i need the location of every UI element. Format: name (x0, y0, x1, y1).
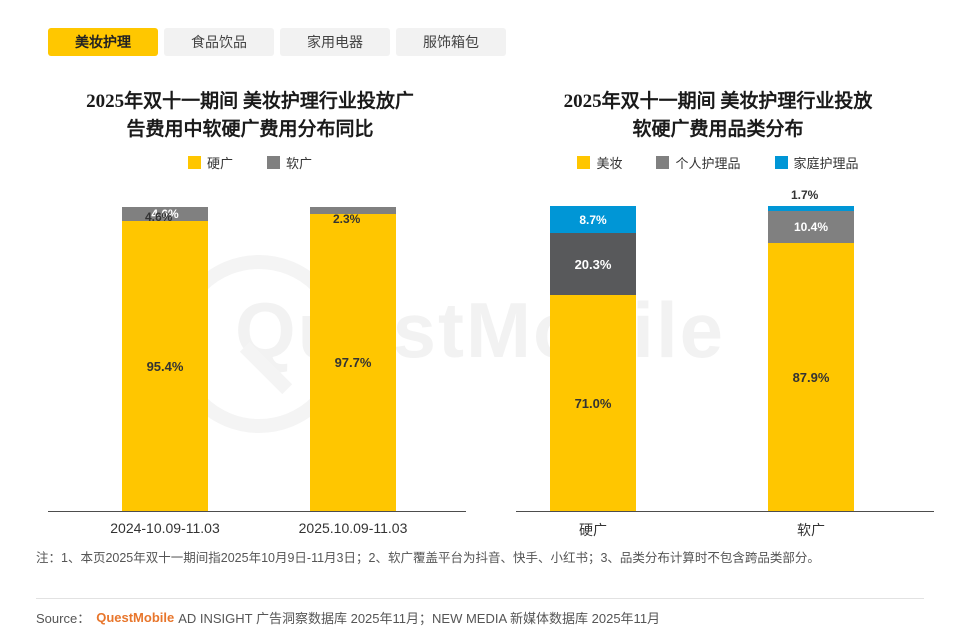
legend-item-personal-care: 个人护理品 (656, 153, 741, 172)
bar-segment-soft-ad: 4.6% (122, 207, 208, 222)
bar-column-soft-ad[interactable]: 10.4% 87.9% (768, 206, 854, 512)
chart-panel-right: 2025年双十一期间 美妆护理行业投放 软硬广费用品类分布 美妆 个人护理品 家… (488, 88, 948, 538)
bar-segment-beauty: 87.9% (768, 243, 854, 512)
bar-segment-beauty: 71.0% (550, 295, 636, 512)
legend-label: 软广 (286, 156, 313, 172)
legend-label: 美妆 (596, 156, 623, 172)
chart-right-title: 2025年双十一期间 美妆护理行业投放 软硬广费用品类分布 (488, 88, 948, 143)
x-axis-labels: 硬广 软广 (516, 520, 934, 540)
legend-label: 个人护理品 (675, 156, 741, 172)
x-axis (516, 511, 934, 513)
legend-swatch-icon (267, 156, 280, 170)
chart-panel-left: 2025年双十一期间 美妆护理行业投放广 告费用中软硬广费用分布同比 硬广 软广… (20, 88, 480, 536)
category-tabs[interactable]: 美妆护理 食品饮品 家用电器 服饰箱包 (48, 28, 506, 56)
x-label-2025: 2025.10.09-11.03 (298, 520, 408, 537)
bar-segment-home-care: 8.7% (550, 206, 636, 234)
legend-item-soft-ad: 软广 (267, 153, 312, 172)
bar-label-home-care-soft-ad: 1.7% (791, 188, 819, 203)
legend-label: 家庭护理品 (793, 156, 859, 172)
bar-segment-personal-care: 10.4% (768, 211, 854, 244)
x-label-2024: 2024-10.09-11.03 (110, 520, 220, 537)
bar-segment-soft-ad (310, 207, 396, 215)
legend-label: 硬广 (206, 156, 233, 172)
bar-label-soft-ad-2025: 2.3% (333, 212, 361, 227)
chart-left-plot: 4.6% 95.4% 97.7% 4.6% 2.3% 2024-10.09-11… (20, 182, 480, 536)
bar-segment-home-care (768, 206, 854, 212)
chart-right-plot: 8.7% 20.3% 71.0% 10.4% 87.9% 1.7% 硬广 软广 (488, 182, 948, 538)
tab-food-beverage[interactable]: 食品饮品 (164, 28, 274, 56)
source-label: Source： (36, 611, 91, 626)
legend-swatch-icon (656, 156, 670, 170)
bar-column-2025[interactable]: 97.7% (310, 207, 396, 512)
footnote: 注：1、本页2025年双十一期间指2025年10月9日-11月3日；2、软广覆盖… (36, 551, 820, 565)
legend-item-beauty: 美妆 (577, 153, 622, 172)
x-label-soft-ad: 软广 (797, 522, 825, 539)
x-axis (48, 511, 466, 513)
chart-right-title-line1: 2025年双十一期间 美妆护理行业投放 (563, 91, 873, 112)
chart-left-title-line1: 2025年双十一期间 美妆护理行业投放广 (86, 91, 414, 112)
legend-item-hard-ad: 硬广 (187, 153, 233, 172)
chart-left-title-line2: 告费用中软硬广费用分布同比 (126, 118, 374, 140)
legend-item-home-care: 家庭护理品 (774, 153, 859, 172)
legend-swatch-icon (774, 156, 788, 170)
chart-left-legend: 硬广 软广 (20, 153, 480, 172)
legend-swatch-icon (577, 156, 591, 170)
bar-column-2024[interactable]: 4.6% 95.4% (122, 207, 208, 512)
bar-segment-hard-ad: 95.4% (122, 221, 208, 512)
chart-right-legend: 美妆 个人护理品 家庭护理品 (488, 153, 948, 172)
bar-column-hard-ad[interactable]: 8.7% 20.3% 71.0% (550, 206, 636, 512)
bar-label-soft-ad-2024: 4.6% (145, 210, 173, 225)
bar-segment-hard-ad: 97.7% (310, 214, 396, 512)
source-brand: QuestMobile (96, 610, 175, 625)
tab-beauty-care[interactable]: 美妆护理 (48, 28, 158, 56)
source-rest: AD INSIGHT 广告洞察数据库 2025年11月；NEW MEDIA 新媒… (178, 611, 661, 626)
x-axis-labels: 2024-10.09-11.03 2025.10.09-11.03 (48, 520, 466, 540)
tab-apparel-bags[interactable]: 服饰箱包 (396, 28, 506, 56)
chart-left-title: 2025年双十一期间 美妆护理行业投放广 告费用中软硬广费用分布同比 (20, 88, 480, 143)
legend-swatch-icon (187, 156, 201, 170)
chart-right-title-line2: 软硬广费用品类分布 (632, 118, 804, 140)
source-line: Source： QuestMobile AD INSIGHT 广告洞察数据库 2… (36, 608, 660, 627)
footer-divider (36, 598, 924, 599)
tab-home-appliance[interactable]: 家用电器 (280, 28, 390, 56)
x-label-hard-ad: 硬广 (579, 522, 607, 539)
bar-segment-personal-care: 20.3% (550, 233, 636, 296)
